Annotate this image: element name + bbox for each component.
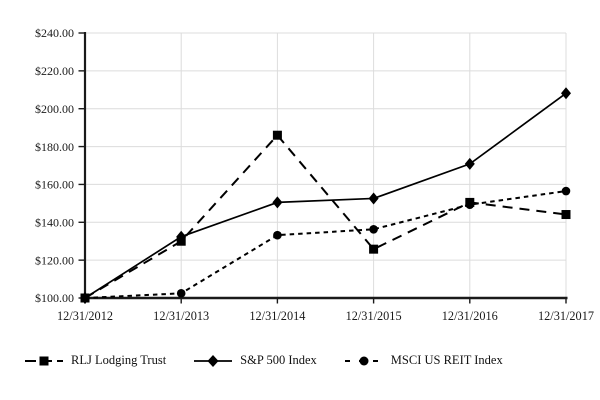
y-tick-label: $220.00 — [35, 64, 74, 78]
marker-square-rlj-lodging-trust — [561, 210, 571, 220]
marker-diamond-s-p-500-index — [561, 87, 571, 100]
x-tick-label: 12/31/2012 — [57, 309, 113, 323]
y-tick-label: $140.00 — [35, 215, 74, 229]
legend-label-msci-us-reit-index: MSCI US REIT Index — [390, 353, 503, 367]
series-line-rlj-lodging-trust — [84, 133, 567, 299]
series-line-msci-us-reit-index — [84, 190, 567, 299]
x-tick-label: 12/31/2015 — [346, 309, 402, 323]
chart-plot-area: $100.00 $120.00 $140.00 $160.00 $180.00 $200.… — [35, 26, 594, 323]
marker-diamond-s-p-500-index — [368, 192, 379, 205]
legend-label-sp500-index: S&P 500 Index — [240, 353, 317, 367]
y-tick-label: $180.00 — [35, 140, 74, 154]
marker-circle-msci-us-reit-index — [273, 230, 282, 240]
solid-line-diamond-marker-icon — [194, 354, 233, 367]
y-tick-label: $240.00 — [35, 26, 74, 40]
x-tick-label: 12/31/2013 — [153, 309, 209, 323]
marker-square-rlj-lodging-trust — [369, 244, 379, 254]
marker-diamond-s-p-500-index — [176, 230, 187, 243]
y-tick-label: $100.00 — [35, 291, 74, 305]
x-tick-label: 12/31/2016 — [442, 309, 498, 323]
series-line-s-p-500-index — [84, 92, 567, 299]
legend-item-rlj-lodging-trust: RLJ Lodging Trust — [24, 353, 166, 368]
legend-label-rlj-lodging-trust: RLJ Lodging Trust — [71, 353, 167, 367]
legend-item-sp500-index: S&P 500 Index — [193, 353, 317, 368]
marker-circle-msci-us-reit-index — [561, 186, 571, 196]
x-tick-label: 12/31/2014 — [249, 309, 305, 323]
y-tick-label: $200.00 — [35, 102, 74, 116]
marker-diamond-s-p-500-index — [464, 157, 475, 170]
y-tick-label: $160.00 — [35, 178, 74, 192]
marker-circle-msci-us-reit-index — [176, 289, 186, 298]
y-tick-label: $120.00 — [35, 253, 74, 267]
marker-circle-msci-us-reit-index — [369, 224, 378, 234]
short-dash-circle-marker-icon — [344, 356, 383, 365]
marker-diamond-s-p-500-index — [272, 196, 283, 209]
long-dash-square-marker-icon — [25, 356, 63, 365]
marker-circle-msci-us-reit-index — [80, 293, 90, 303]
chart-legend: RLJ Lodging Trust S&P 500 Index MSCI US … — [24, 353, 503, 368]
x-tick-label: 12/31/2017 — [538, 309, 594, 323]
legend-item-msci-us-reit-index: MSCI US REIT Index — [344, 353, 503, 368]
marker-circle-msci-us-reit-index — [465, 200, 475, 209]
marker-square-rlj-lodging-trust — [272, 130, 282, 140]
